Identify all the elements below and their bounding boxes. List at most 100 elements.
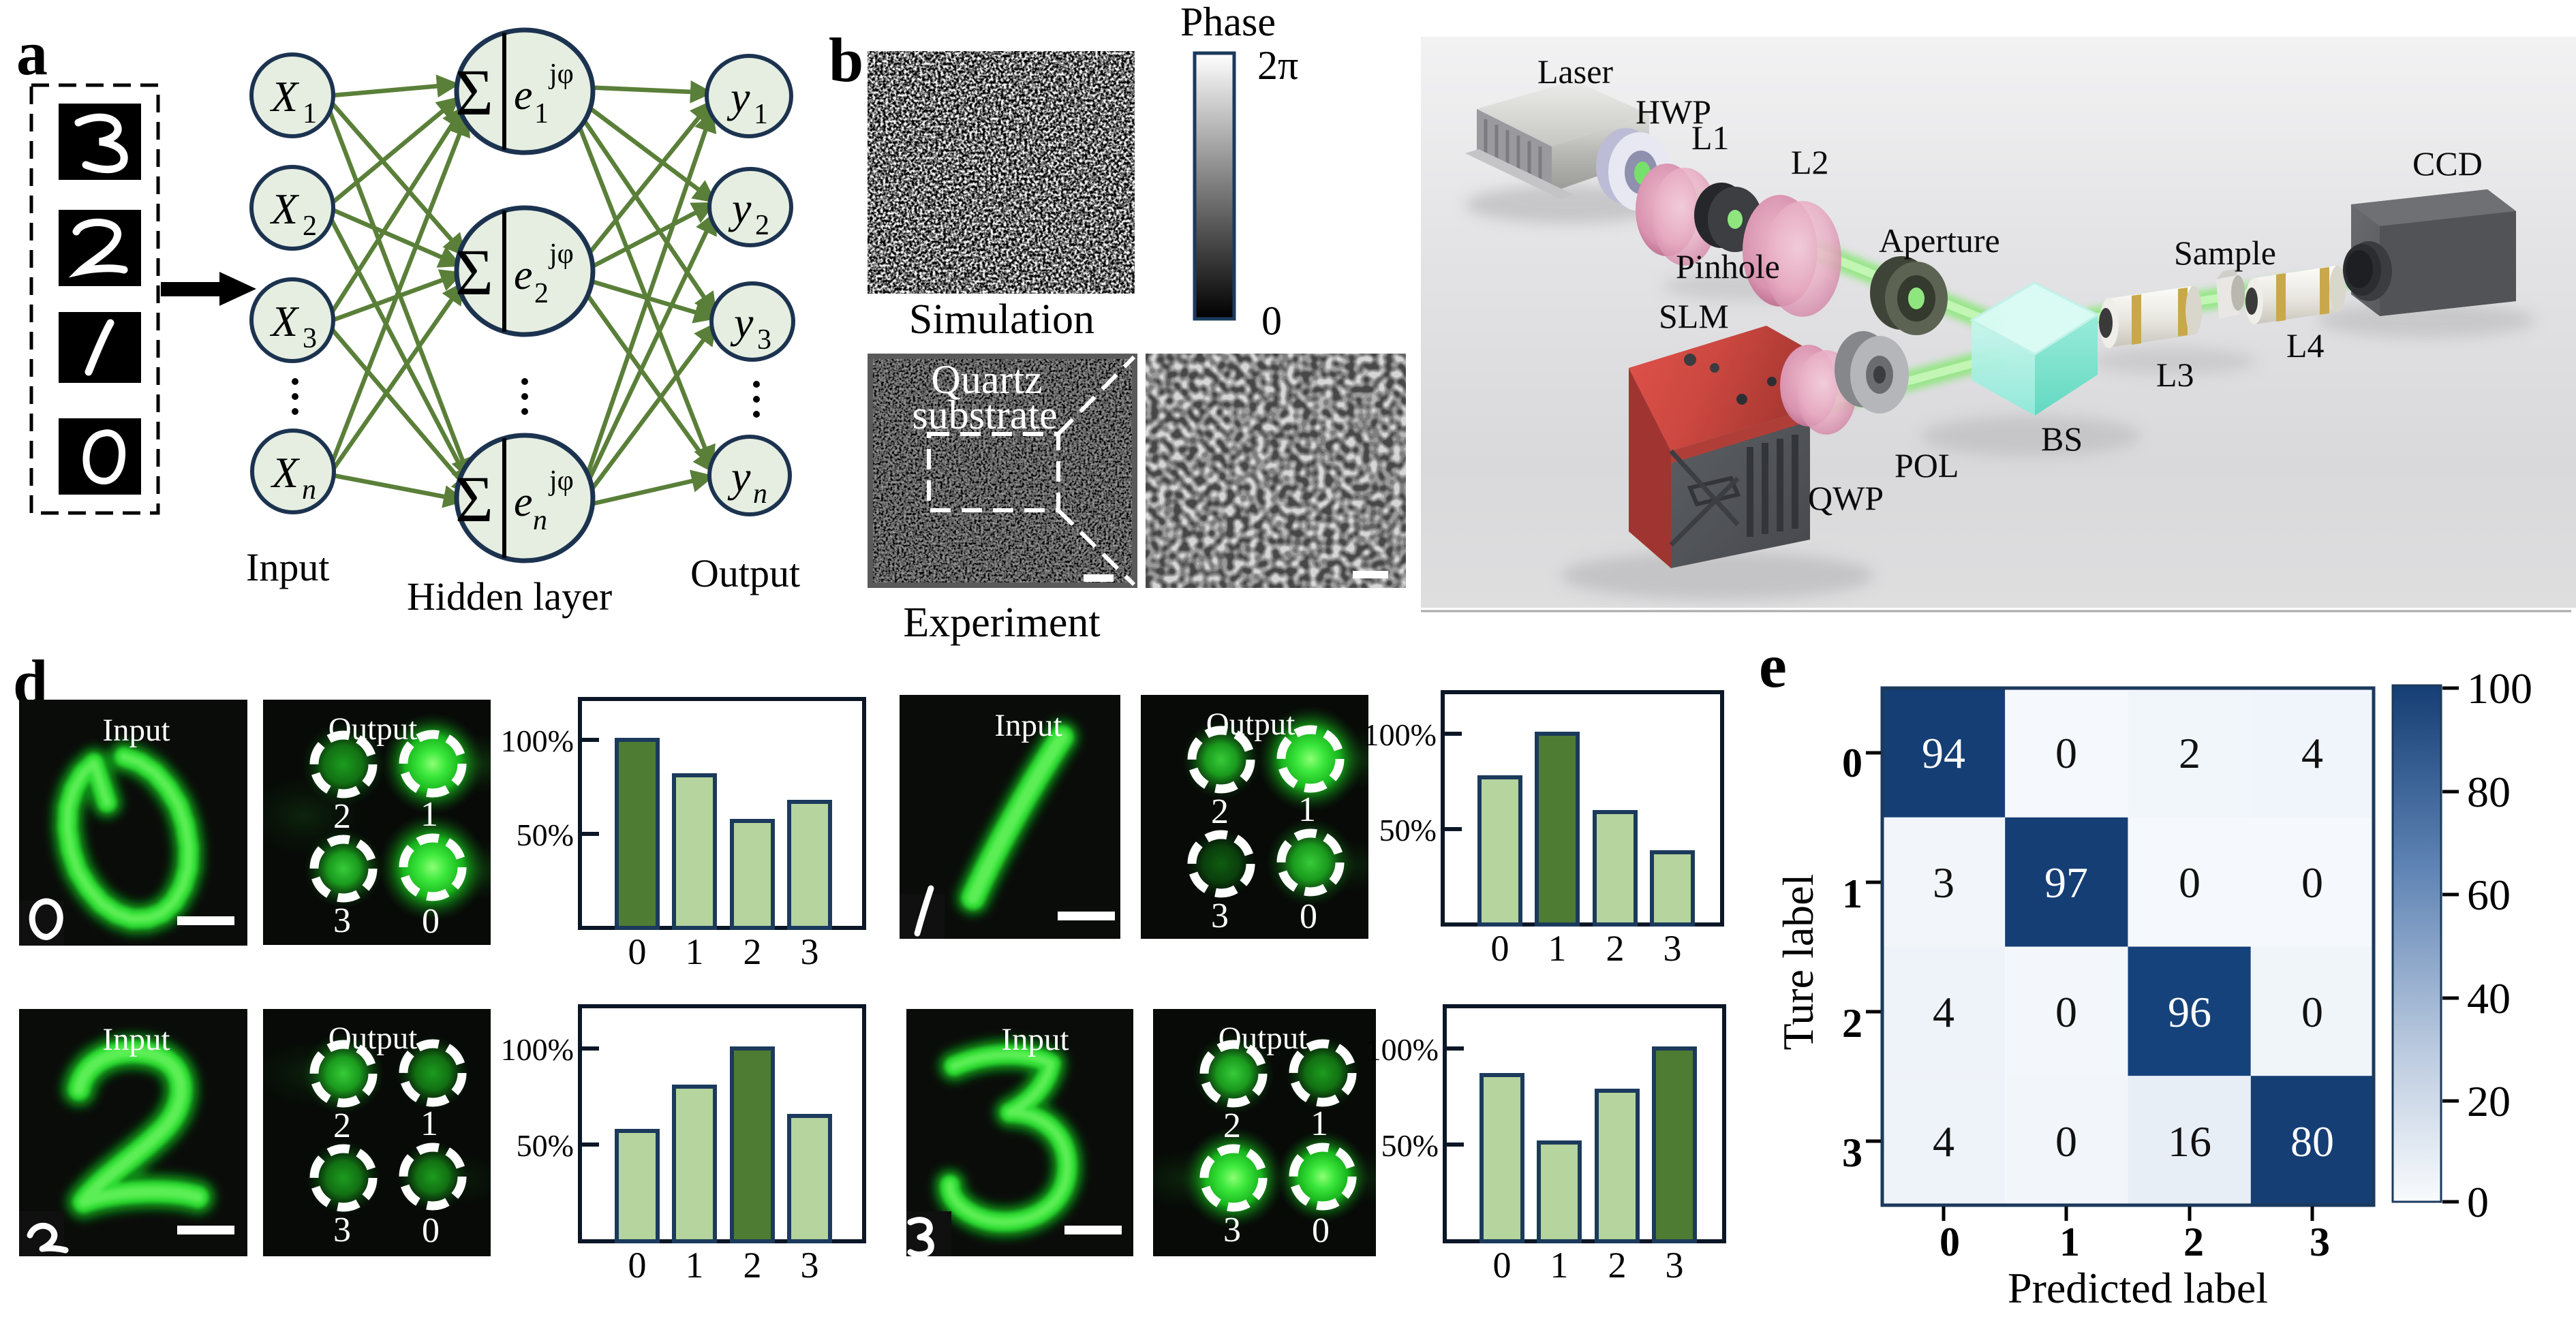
svg-text:Aperture: Aperture <box>1879 221 2000 260</box>
svg-text:2: 2 <box>333 797 351 836</box>
svg-text:94: 94 <box>1922 729 1965 777</box>
svg-text:X: X <box>269 72 300 121</box>
svg-text:e: e <box>514 72 533 119</box>
svg-text:substrate: substrate <box>912 392 1057 437</box>
svg-text:3: 3 <box>801 1245 819 1286</box>
svg-text:3: 3 <box>2310 1219 2330 1264</box>
svg-text:0: 0 <box>1300 897 1317 936</box>
svg-text:jφ: jφ <box>548 238 574 270</box>
svg-text:jφ: jφ <box>548 59 574 90</box>
svg-text:Ture label: Ture label <box>1774 874 1822 1051</box>
svg-text:1: 1 <box>420 1104 438 1143</box>
svg-text:Sample: Sample <box>2174 234 2276 272</box>
svg-text:50%: 50% <box>517 818 574 852</box>
svg-text:40: 40 <box>2467 974 2511 1023</box>
svg-text:4: 4 <box>2301 729 2323 777</box>
svg-text:1: 1 <box>1550 1245 1569 1286</box>
svg-text:0: 0 <box>1493 1245 1512 1286</box>
svg-text:Input: Input <box>1001 1022 1069 1057</box>
svg-text:2: 2 <box>534 278 549 309</box>
svg-text:X: X <box>270 448 301 497</box>
svg-text:HWP: HWP <box>1636 93 1711 131</box>
svg-text:2: 2 <box>1211 792 1229 831</box>
svg-text:Input: Input <box>246 545 329 589</box>
svg-text:Input: Input <box>994 708 1062 743</box>
svg-text:4: 4 <box>1933 988 1954 1036</box>
svg-text:Simulation: Simulation <box>909 296 1094 343</box>
svg-text:97: 97 <box>2044 858 2088 907</box>
svg-text:y: y <box>727 452 751 501</box>
svg-text:0: 0 <box>1312 1211 1330 1250</box>
svg-text:100%: 100% <box>501 724 574 758</box>
svg-text:1: 1 <box>1310 1104 1328 1143</box>
svg-text:Output: Output <box>328 1021 418 1056</box>
svg-text:2π: 2π <box>1257 43 1298 88</box>
svg-text:80: 80 <box>2290 1117 2334 1166</box>
svg-text:96: 96 <box>2168 988 2211 1036</box>
svg-text:20: 20 <box>2467 1077 2511 1125</box>
svg-text:y: y <box>726 73 750 121</box>
svg-text:3: 3 <box>757 324 771 356</box>
svg-text:3: 3 <box>1933 858 1954 907</box>
svg-text:0: 0 <box>2301 988 2323 1036</box>
svg-text:Σ: Σ <box>455 56 493 129</box>
svg-text:100%: 100% <box>1366 1032 1439 1067</box>
svg-text:e: e <box>514 479 533 525</box>
svg-text:50%: 50% <box>517 1128 574 1163</box>
svg-text:50%: 50% <box>1381 1128 1439 1163</box>
svg-text:3: 3 <box>333 1211 351 1249</box>
svg-text:3: 3 <box>1666 1245 1684 1286</box>
svg-text:0: 0 <box>2467 1178 2489 1226</box>
svg-text:Quartz: Quartz <box>931 357 1042 402</box>
svg-text:1: 1 <box>754 99 768 130</box>
svg-text:3: 3 <box>1842 1130 1862 1175</box>
svg-text:L2: L2 <box>1791 143 1829 181</box>
svg-text:2: 2 <box>333 1106 351 1145</box>
svg-text:60: 60 <box>2467 871 2511 919</box>
svg-text:0: 0 <box>1842 741 1862 786</box>
svg-text:0: 0 <box>628 931 647 972</box>
svg-text:0: 0 <box>2179 858 2201 907</box>
svg-text:1: 1 <box>686 1245 704 1286</box>
svg-text:0: 0 <box>2055 1117 2077 1166</box>
svg-text:2: 2 <box>755 210 769 241</box>
svg-text:L4: L4 <box>2286 326 2325 364</box>
svg-text:3: 3 <box>333 901 351 940</box>
svg-text:100%: 100% <box>501 1032 574 1067</box>
svg-text:0: 0 <box>1939 1219 1960 1264</box>
svg-text:0: 0 <box>422 902 440 941</box>
svg-text:3: 3 <box>303 323 317 354</box>
svg-text:3: 3 <box>1223 1211 1241 1249</box>
svg-text:y: y <box>730 298 754 347</box>
svg-text:jφ: jφ <box>548 465 574 497</box>
svg-text:n: n <box>302 474 316 506</box>
svg-text:CCD: CCD <box>2412 144 2483 183</box>
svg-text:Experiment: Experiment <box>903 600 1100 646</box>
svg-text:Σ: Σ <box>455 463 493 535</box>
svg-text:Output: Output <box>1218 1021 1308 1056</box>
svg-text:3: 3 <box>1663 928 1682 969</box>
svg-text:50%: 50% <box>1379 813 1437 848</box>
svg-text:0: 0 <box>1261 298 1282 343</box>
svg-text:1: 1 <box>1842 871 1862 916</box>
svg-text:n: n <box>533 505 547 536</box>
svg-text:0: 0 <box>628 1245 647 1286</box>
svg-text:Laser: Laser <box>1537 52 1613 91</box>
svg-text:X: X <box>269 185 300 233</box>
svg-text:Output: Output <box>1206 706 1295 742</box>
svg-text:0: 0 <box>2055 988 2077 1036</box>
svg-text:POL: POL <box>1895 446 1959 484</box>
svg-text:0: 0 <box>2301 858 2323 907</box>
svg-text:X: X <box>269 297 300 345</box>
svg-text:2: 2 <box>303 211 317 242</box>
svg-text:16: 16 <box>2168 1117 2211 1166</box>
svg-text:1: 1 <box>303 98 317 129</box>
svg-text:100: 100 <box>2467 664 2532 713</box>
svg-text:2: 2 <box>1606 928 1625 969</box>
svg-text:3: 3 <box>1211 897 1229 935</box>
svg-text:2: 2 <box>743 1245 762 1286</box>
svg-text:2: 2 <box>743 931 762 972</box>
svg-text:4: 4 <box>1933 1117 1954 1166</box>
svg-text:0: 0 <box>422 1211 440 1250</box>
svg-text:2: 2 <box>2179 729 2201 777</box>
